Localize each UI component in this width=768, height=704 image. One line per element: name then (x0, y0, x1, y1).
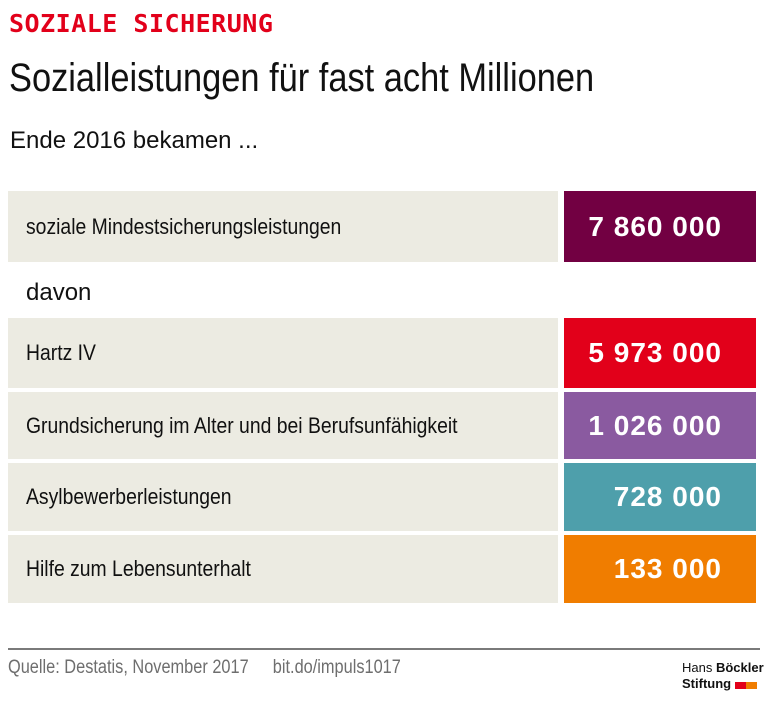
kicker: SOZIALE SICHERUNG (9, 9, 274, 38)
table-row: Asylbewerberleistungen 728 000 (8, 463, 756, 531)
davon-label: davon (26, 279, 92, 306)
logo-text-stiftung: Stiftung (682, 676, 732, 691)
logo-mark-icon (735, 677, 758, 693)
row-value: 7 860 000 (564, 191, 756, 262)
row-label: Grundsicherung im Alter und bei Berufsun… (8, 392, 558, 459)
logo-text-boeckler: Böckler (715, 660, 764, 675)
total-row: soziale Mindestsicherungsleistungen 7 86… (8, 191, 756, 262)
row-value: 728 000 (564, 463, 756, 531)
table-row: Hartz IV 5 973 000 (8, 318, 756, 388)
row-label: Hartz IV (8, 318, 558, 388)
row-value: 1 026 000 (564, 392, 756, 459)
source-text: Quelle: Destatis, November 2017 (8, 657, 249, 678)
table-row: Grundsicherung im Alter und bei Berufsun… (8, 392, 756, 459)
table-row: Hilfe zum Lebensunterhalt 133 000 (8, 535, 756, 603)
logo-text-hans: Hans (682, 660, 716, 675)
row-value: 133 000 (564, 535, 756, 603)
chart-subtitle: Ende 2016 bekamen ... (10, 127, 259, 154)
chart-title: Sozialleistungen für fast acht Millionen (9, 56, 595, 100)
row-label: Asylbewerberleistungen (8, 463, 558, 531)
row-value: 5 973 000 (564, 318, 756, 388)
footer-divider (8, 648, 760, 650)
source-link[interactable]: bit.do/impuls1017 (272, 657, 401, 678)
hans-boeckler-logo: Hans Böckler Stiftung (682, 660, 764, 693)
row-label: Hilfe zum Lebensunterhalt (8, 535, 558, 603)
row-label: soziale Mindestsicherungsleistungen (8, 191, 558, 262)
source-line: Quelle: Destatis, November 2017 bit.do/im… (8, 657, 401, 679)
